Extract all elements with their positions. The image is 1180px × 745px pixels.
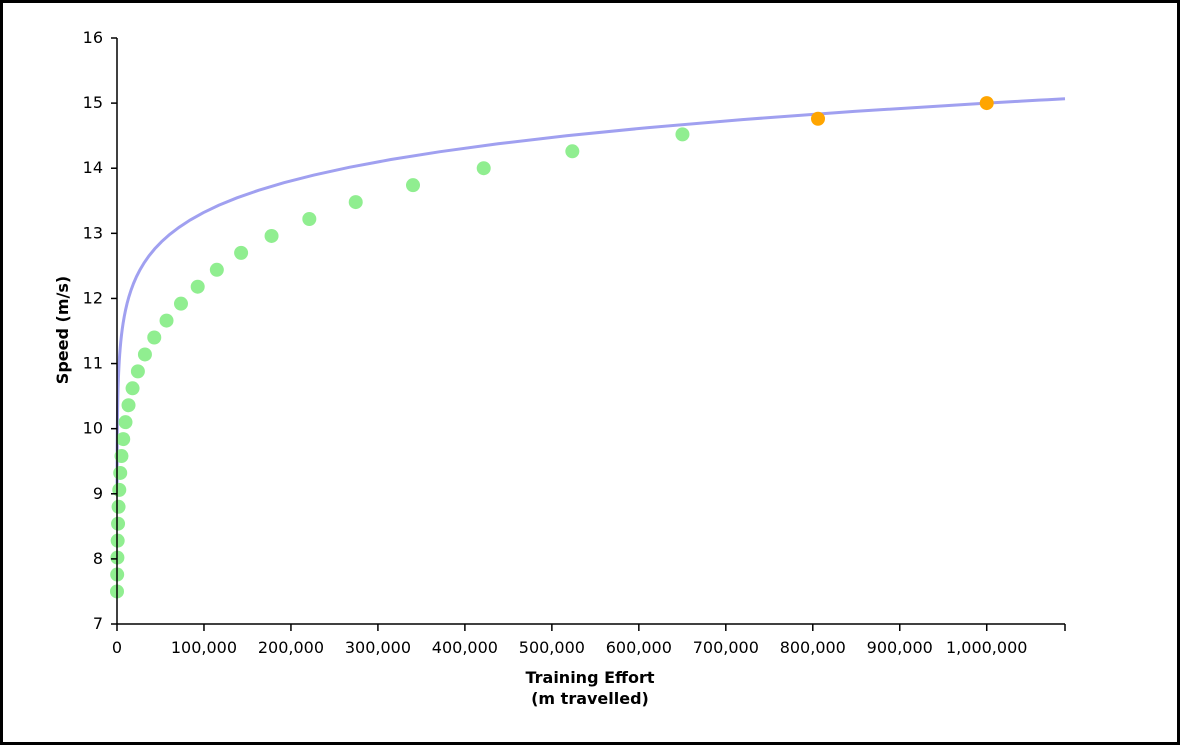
x-tick-label: 400,000	[432, 638, 498, 657]
data-point	[173, 296, 188, 311]
x-axis-title-line-1: Training Effort	[525, 668, 654, 687]
data-point	[111, 499, 126, 514]
points-layer	[110, 96, 994, 599]
y-tick-label: 12	[83, 288, 103, 307]
data-point	[264, 228, 279, 243]
data-point	[113, 465, 128, 480]
y-tick-label: 15	[83, 93, 103, 112]
data-point	[209, 262, 224, 277]
data-point	[406, 178, 421, 193]
x-tick-label: 100,000	[171, 638, 237, 657]
data-point	[234, 245, 249, 260]
fit-curve	[115, 97, 1066, 494]
y-tick-label: 8	[93, 549, 103, 568]
x-tick-label: 700,000	[693, 638, 759, 657]
data-point	[159, 313, 174, 328]
data-point	[476, 161, 491, 176]
x-tick-label: 900,000	[867, 638, 933, 657]
data-point	[116, 432, 131, 447]
data-point	[125, 381, 140, 396]
x-tick-label: 500,000	[519, 638, 585, 657]
x-ticks: 0 100,000 200,000 300,000 400,000 500,000 600,…	[112, 624, 1066, 657]
y-tick-label: 9	[93, 484, 103, 503]
x-tick-label: 200,000	[258, 638, 324, 657]
data-point	[121, 398, 136, 413]
x-axis-title-line-2: (m travelled)	[531, 689, 649, 708]
data-point	[112, 482, 127, 497]
x-tick-label: 600,000	[606, 638, 672, 657]
x-tick-label: 1,000,000	[946, 638, 1027, 657]
data-point	[130, 364, 145, 379]
y-tick-label: 11	[83, 354, 103, 373]
highlighted-data-point	[810, 111, 825, 126]
y-tick-label: 16	[83, 28, 103, 47]
highlighted-data-point	[979, 96, 994, 111]
data-point	[111, 516, 126, 531]
y-tick-label: 10	[83, 419, 103, 438]
x-tick-label: 0	[112, 638, 122, 657]
data-point	[675, 127, 690, 142]
x-tick-label: 300,000	[345, 638, 411, 657]
data-point	[565, 144, 580, 159]
x-tick-label: 800,000	[780, 638, 846, 657]
data-point	[302, 212, 317, 227]
data-point	[137, 347, 152, 362]
scatter-chart: 7 8 9 10 11 12 13 14 15 16 0 100,000 200,000 300,000…	[53, 28, 1066, 708]
data-point	[118, 415, 133, 430]
y-axis-title: Speed (m/s)	[53, 276, 72, 384]
y-tick-label: 14	[83, 158, 103, 177]
data-point	[147, 330, 162, 345]
y-tick-label: 7	[93, 614, 103, 633]
data-point	[348, 195, 363, 210]
data-point	[190, 279, 205, 294]
y-tick-label: 13	[83, 223, 103, 242]
y-ticks: 7 8 9 10 11 12 13 14 15 16	[83, 28, 117, 633]
data-point	[114, 449, 129, 464]
